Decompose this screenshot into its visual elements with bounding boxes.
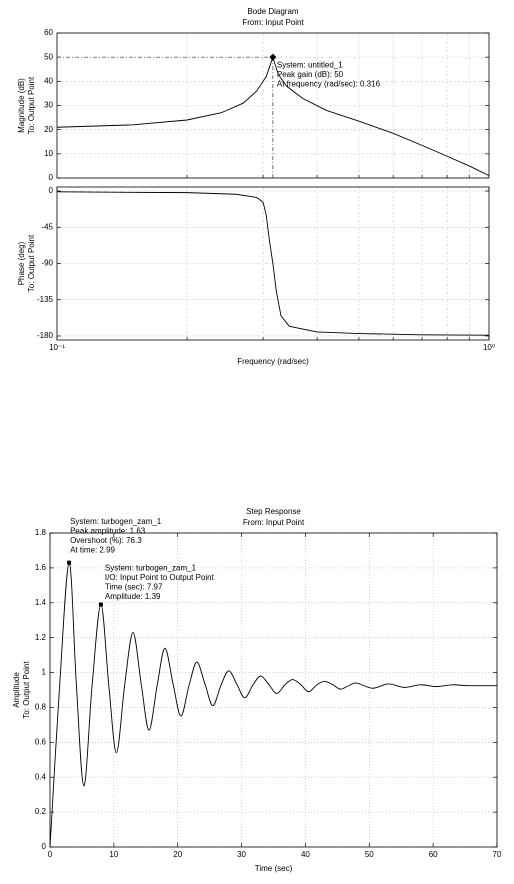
y-tick-label: 1.4 <box>35 598 47 607</box>
y-tick-label: 1.8 <box>35 528 47 537</box>
y-axis-label: Amplitude <box>12 672 21 708</box>
chart-title: Step Response <box>246 507 301 516</box>
y-tick-label: 0.6 <box>35 737 47 746</box>
x-axis-label: Time (sec) <box>255 864 293 873</box>
y-tick-label: -45 <box>41 222 53 231</box>
datatip-marker <box>67 560 72 565</box>
axes-frame <box>49 532 498 848</box>
y-tick-label: 50 <box>44 52 53 61</box>
datatip-text: At frequency (rad/sec): 0.316 <box>277 79 381 88</box>
datatip-marker <box>269 53 277 61</box>
y-tick-label: 0 <box>49 173 54 182</box>
axes-frame <box>56 186 490 341</box>
datatip-text: Peak gain (dB): 50 <box>277 70 344 79</box>
datatip-text: Overshoot (%): 76.3 <box>70 536 142 545</box>
y-tick-label: 0 <box>42 842 47 851</box>
x-axis-label: Frequency (rad/sec) <box>237 357 309 366</box>
datatip-text: At time: 2.99 <box>70 545 115 554</box>
y-tick-label: 30 <box>44 101 53 110</box>
y-tick-label: 1 <box>42 668 47 677</box>
y-tick-label: -180 <box>37 331 54 340</box>
y-tick-label: 0.4 <box>35 772 47 781</box>
x-tick-label: 30 <box>237 850 246 859</box>
y-axis-label: To: Output Point <box>27 76 36 134</box>
y-tick-label: 0.8 <box>35 703 47 712</box>
x-tick-label: 10 <box>109 850 118 859</box>
x-tick-label: 10⁰ <box>483 343 495 352</box>
y-axis-label: Magnitude (dB) <box>17 78 26 133</box>
y-tick-label: 1.2 <box>35 633 47 642</box>
x-tick-label: 20 <box>173 850 182 859</box>
y-tick-label: 0 <box>49 186 54 195</box>
x-tick-label: 0 <box>48 850 53 859</box>
datatip-text: System: untitled_1 <box>277 60 343 69</box>
datatip-text: System: turbogen_zam_1 <box>105 564 197 573</box>
y-axis-label: Phase (deg) <box>17 241 26 285</box>
chart-title: Bode Diagram <box>247 7 298 16</box>
plot-area <box>50 562 497 847</box>
plot-area <box>57 191 489 336</box>
y-tick-label: 10 <box>44 149 53 158</box>
datatip-text: Time (sec): 7.97 <box>105 583 163 592</box>
plot-area <box>57 55 489 176</box>
chart-subtitle: From: Input Point <box>243 518 305 527</box>
y-tick-label: -135 <box>37 295 54 304</box>
datatip-text: System: turbogen_zam_1 <box>70 517 162 526</box>
data-line <box>57 191 489 336</box>
x-tick-label: 10⁻¹ <box>49 343 65 352</box>
data-line <box>50 562 497 847</box>
datatip-marker <box>98 602 103 607</box>
y-tick-label: 0.2 <box>35 807 47 816</box>
x-tick-label: 50 <box>365 850 374 859</box>
datatip-text: I/O: Input Point to Output Point <box>105 573 215 582</box>
y-axis-label: To: Output Point <box>27 234 36 292</box>
chart-subtitle: From: Input Point <box>242 18 304 27</box>
x-tick-label: 40 <box>301 850 310 859</box>
y-tick-label: 40 <box>44 76 53 85</box>
y-tick-label: 60 <box>44 28 53 37</box>
datatip-text: Peak amplitude: 1.63 <box>70 526 146 535</box>
x-tick-label: 70 <box>493 850 502 859</box>
data-line <box>57 55 489 176</box>
x-tick-label: 60 <box>429 850 438 859</box>
datatip-text: Amplitude: 1.39 <box>105 592 161 601</box>
y-tick-label: 20 <box>44 125 53 134</box>
y-axis-label: To: Output Point <box>22 661 31 719</box>
y-tick-label: -90 <box>41 259 53 268</box>
y-tick-label: 1.6 <box>35 563 47 572</box>
